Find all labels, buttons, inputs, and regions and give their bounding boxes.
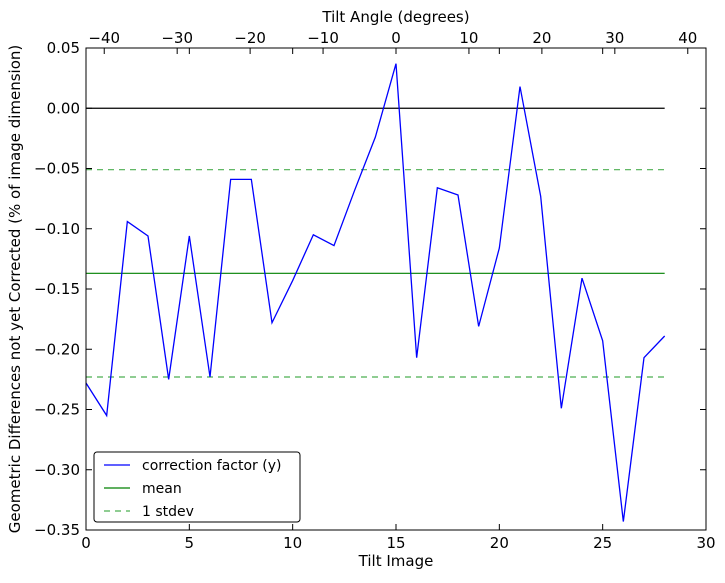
x-axis-label: Tilt Image bbox=[358, 552, 434, 570]
data-point bbox=[374, 136, 377, 139]
top-x-axis-label: Tilt Angle (degrees) bbox=[321, 8, 469, 26]
data-point bbox=[312, 233, 315, 236]
data-point bbox=[477, 325, 480, 328]
data-point bbox=[436, 186, 439, 189]
top-tick-label: 0 bbox=[391, 29, 401, 47]
data-point bbox=[560, 407, 563, 410]
x-tick-label: 15 bbox=[386, 534, 405, 552]
data-point bbox=[291, 279, 294, 282]
data-point bbox=[539, 195, 542, 198]
data-point bbox=[581, 277, 584, 280]
x-tick-label: 20 bbox=[490, 534, 509, 552]
data-point bbox=[622, 520, 625, 523]
data-point bbox=[126, 220, 129, 223]
y-tick-label: −0.10 bbox=[34, 220, 80, 238]
legend-label-mean: mean bbox=[142, 481, 182, 497]
plot-area bbox=[85, 62, 666, 523]
data-point bbox=[147, 234, 150, 237]
data-point bbox=[457, 194, 460, 197]
data-point bbox=[271, 321, 274, 324]
top-tick-label: 20 bbox=[532, 29, 551, 47]
data-point bbox=[250, 178, 253, 181]
y-tick-label: 0.00 bbox=[47, 99, 80, 117]
data-point bbox=[395, 62, 398, 65]
data-point bbox=[498, 247, 501, 250]
data-point bbox=[643, 356, 646, 359]
top-tick-label: −10 bbox=[307, 29, 339, 47]
data-point bbox=[333, 244, 336, 247]
data-point bbox=[188, 234, 191, 237]
y-tick-label: −0.20 bbox=[34, 340, 80, 358]
x-tick-label: 30 bbox=[696, 534, 715, 552]
y-tick-label: −0.15 bbox=[34, 280, 80, 298]
x-tick-label: 0 bbox=[81, 534, 91, 552]
data-point bbox=[415, 356, 418, 359]
y-tick-label: −0.25 bbox=[34, 401, 80, 419]
data-point bbox=[209, 375, 212, 378]
x-tick-label: 10 bbox=[283, 534, 302, 552]
data-point bbox=[353, 189, 356, 192]
top-tick-label: 30 bbox=[605, 29, 624, 47]
y-tick-label: −0.30 bbox=[34, 461, 80, 479]
y-tick-label: 0.05 bbox=[47, 39, 80, 57]
legend-box bbox=[93, 451, 301, 523]
legend-label-correction-factor: correction factor (y) bbox=[142, 458, 281, 474]
top-tick-label: −30 bbox=[161, 29, 193, 47]
data-point bbox=[229, 178, 232, 181]
data-point bbox=[105, 414, 108, 417]
top-tick-label: 10 bbox=[459, 29, 478, 47]
y-axis-label: Geometric Differences not yet Corrected … bbox=[6, 45, 24, 534]
y-tick-label: −0.35 bbox=[34, 521, 80, 539]
legend: correction factor (y) mean 1 stdev bbox=[93, 451, 301, 523]
top-tick-label: 40 bbox=[678, 29, 697, 47]
data-point bbox=[663, 334, 666, 337]
x-tick-label: 5 bbox=[185, 534, 195, 552]
y-tick-label: −0.05 bbox=[34, 160, 80, 178]
top-tick-label: −40 bbox=[88, 29, 120, 47]
legend-label-stdev: 1 stdev bbox=[142, 504, 194, 520]
correction-factor-line bbox=[85, 63, 666, 522]
x-tick-label: 25 bbox=[593, 534, 612, 552]
top-tick-label: −20 bbox=[234, 29, 266, 47]
data-point bbox=[167, 378, 170, 381]
data-point bbox=[519, 85, 522, 88]
axes: 0 5 10 15 20 25 30 0.05 0.00 −0.05 −0.10 −0.15 −0.20… bbox=[34, 29, 716, 552]
data-point bbox=[601, 339, 604, 342]
